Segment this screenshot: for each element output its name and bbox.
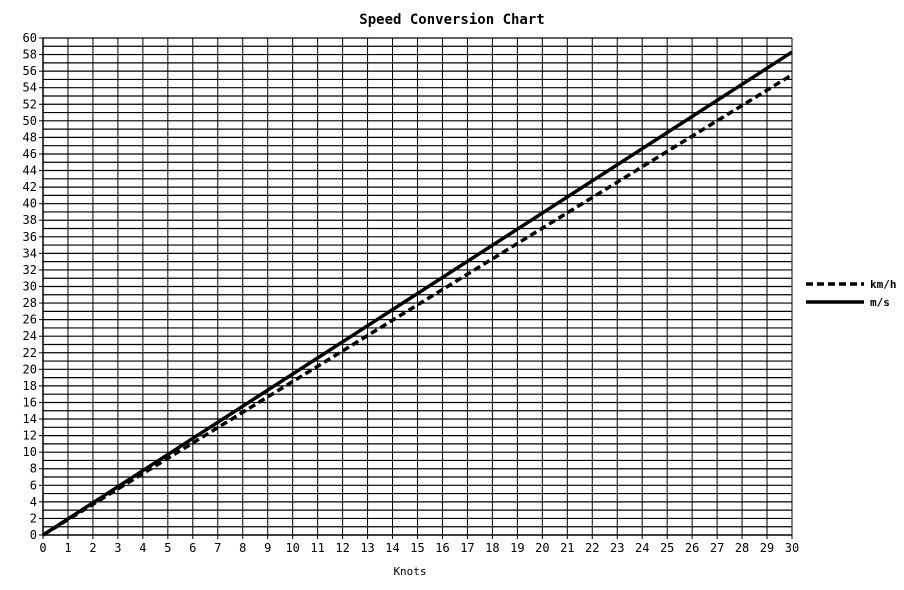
y-tick-label: 32 [23, 263, 37, 277]
chart-title: Speed Conversion Chart [359, 12, 544, 28]
y-tick-label: 34 [23, 246, 37, 260]
y-tick-label: 36 [23, 230, 37, 244]
y-tick-label: 24 [23, 329, 37, 343]
x-tick-label: 18 [485, 541, 499, 555]
y-tick-label: 30 [23, 280, 37, 294]
y-tick-label: 50 [23, 114, 37, 128]
x-tick-label: 19 [510, 541, 524, 555]
x-tick-label: 7 [214, 541, 221, 555]
y-tick-label: 38 [23, 213, 37, 227]
x-tick-label: 2 [89, 541, 96, 555]
y-tick-label: 40 [23, 197, 37, 211]
series-lines [42, 50, 793, 537]
x-tick-label: 15 [410, 541, 424, 555]
y-tick-label: 10 [23, 445, 37, 459]
y-tick-label: 28 [23, 296, 37, 310]
x-tick-label: 26 [685, 541, 699, 555]
x-tick-label: 10 [285, 541, 299, 555]
x-tick-label: 5 [164, 541, 171, 555]
y-tick-label: 54 [23, 81, 37, 95]
x-tick-label: 25 [660, 541, 674, 555]
y-tick-label: 42 [23, 180, 37, 194]
y-tick-label: 56 [23, 64, 37, 78]
y-tick-label: 44 [23, 164, 37, 178]
x-tick-label: 28 [735, 541, 749, 555]
y-tick-label: 60 [23, 31, 37, 45]
y-axis-ticks: 0246810121416182022242628303234363840424… [23, 31, 43, 542]
x-tick-label: 27 [710, 541, 724, 555]
grid [43, 37, 793, 535]
x-tick-label: 14 [385, 541, 399, 555]
y-tick-label: 16 [23, 395, 37, 409]
legend-label: km/h [870, 278, 897, 291]
y-tick-label: 12 [23, 429, 37, 443]
y-tick-label: 52 [23, 97, 37, 111]
x-tick-label: 17 [460, 541, 474, 555]
axes: 0 1 2 3 4 5 6 7 8 9 10 11 12 13 14 15 16 17 18 19 20 21 22 23 24… [23, 31, 800, 555]
x-tick-label: 29 [760, 541, 774, 555]
x-tick-label: 20 [535, 541, 549, 555]
x-tick-label: 8 [239, 541, 246, 555]
y-tick-label: 6 [30, 478, 37, 492]
x-tick-label: 11 [310, 541, 324, 555]
y-tick-label: 18 [23, 379, 37, 393]
y-tick-label: 2 [30, 511, 37, 525]
x-axis-label: Knots [393, 565, 426, 578]
y-tick-label: 58 [23, 48, 37, 62]
legend: km/h m/s [806, 278, 897, 309]
y-tick-label: 8 [30, 462, 37, 476]
y-tick-label: 46 [23, 147, 37, 161]
y-tick-label: 4 [30, 495, 37, 509]
x-tick-label: 4 [139, 541, 146, 555]
x-tick-label: 16 [435, 541, 449, 555]
y-tick-label: 0 [30, 528, 37, 542]
x-tick-label: 3 [114, 541, 121, 555]
x-tick-label: 0 [39, 541, 46, 555]
x-tick-label: 21 [560, 541, 574, 555]
y-tick-label: 22 [23, 346, 37, 360]
x-tick-label: 24 [635, 541, 649, 555]
y-tick-label: 48 [23, 130, 37, 144]
x-axis-ticks: 0 1 2 3 4 5 6 7 8 9 10 11 12 13 14 15 16 17 18 19 20 21 22 23 24… [39, 535, 799, 555]
y-tick-label: 20 [23, 362, 37, 376]
x-tick-label: 23 [610, 541, 624, 555]
x-tick-label: 30 [785, 541, 799, 555]
x-tick-label: 13 [360, 541, 374, 555]
x-tick-label: 9 [264, 541, 271, 555]
x-tick-label: 6 [189, 541, 196, 555]
x-tick-label: 22 [585, 541, 599, 555]
legend-label: m/s [870, 296, 890, 309]
series-line-ms [42, 50, 793, 537]
y-tick-label: 26 [23, 313, 37, 327]
x-tick-label: 1 [64, 541, 71, 555]
series-line-kmh [42, 73, 793, 537]
x-tick-label: 12 [335, 541, 349, 555]
y-tick-label: 14 [23, 412, 37, 426]
